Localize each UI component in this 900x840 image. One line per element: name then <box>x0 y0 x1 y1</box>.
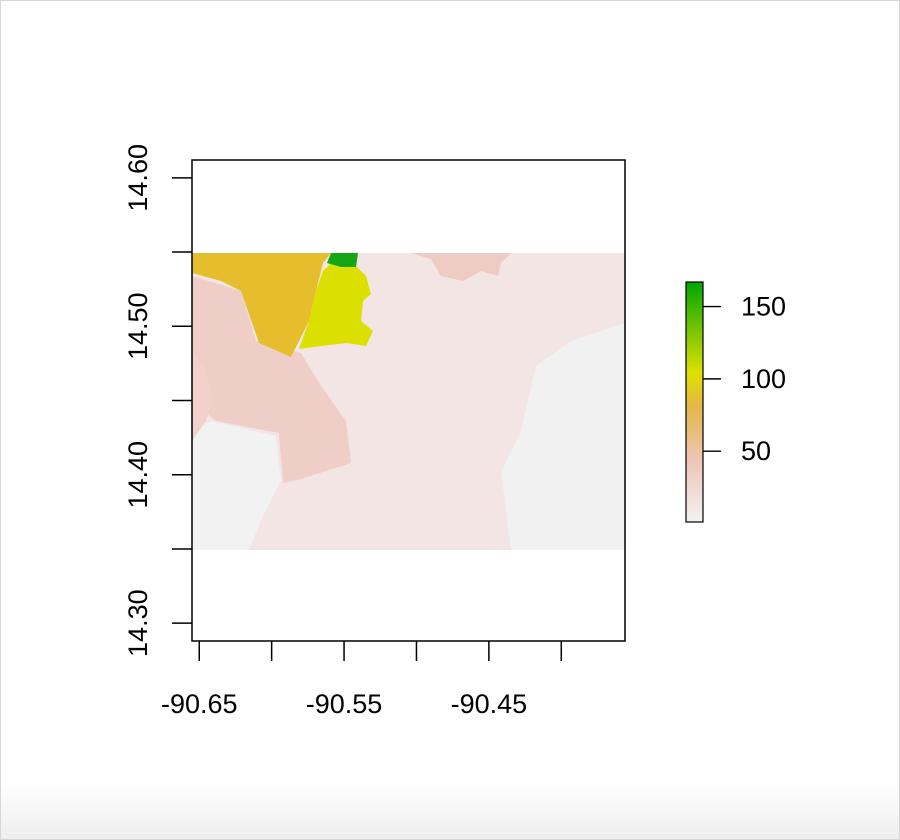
legend-tick-label: 50 <box>741 436 771 466</box>
zone-gray-east <box>501 323 625 550</box>
x-tick-label: -90.45 <box>451 689 528 719</box>
x-tick-label: -90.55 <box>306 689 383 719</box>
legend-ticks: 50 100 150 <box>703 292 786 466</box>
zone-yellow <box>299 263 373 349</box>
zone-green <box>327 253 358 267</box>
zone-gray-southwest <box>192 421 281 550</box>
y-tick-label: 14.50 <box>123 292 153 360</box>
zone-gold <box>192 253 331 357</box>
y-tick-label: 14.40 <box>123 441 153 509</box>
legend-colorbar <box>685 281 704 523</box>
x-tick-label: -90.65 <box>161 689 238 719</box>
window-bottom-band <box>1 781 899 839</box>
y-tick-label: 14.60 <box>123 144 153 212</box>
zone-pink-central <box>192 351 213 441</box>
legend-tick-label: 150 <box>741 292 786 322</box>
zone-pink-north <box>411 253 511 281</box>
legend: 50 100 150 <box>685 281 786 523</box>
y-axis: 14.30 14.40 14.50 14.60 <box>123 144 192 657</box>
zone-pink-west <box>192 276 351 483</box>
legend-tick-label: 100 <box>741 364 786 394</box>
raster-zones <box>192 253 625 550</box>
y-tick-label: 14.30 <box>123 589 153 657</box>
x-axis: -90.65 -90.55 -90.45 <box>161 641 563 719</box>
